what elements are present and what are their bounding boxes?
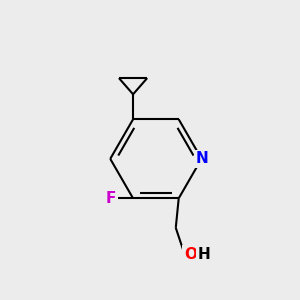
Text: N: N — [195, 151, 208, 166]
Text: O: O — [184, 247, 197, 262]
Text: F: F — [106, 191, 116, 206]
Text: H: H — [197, 247, 210, 262]
